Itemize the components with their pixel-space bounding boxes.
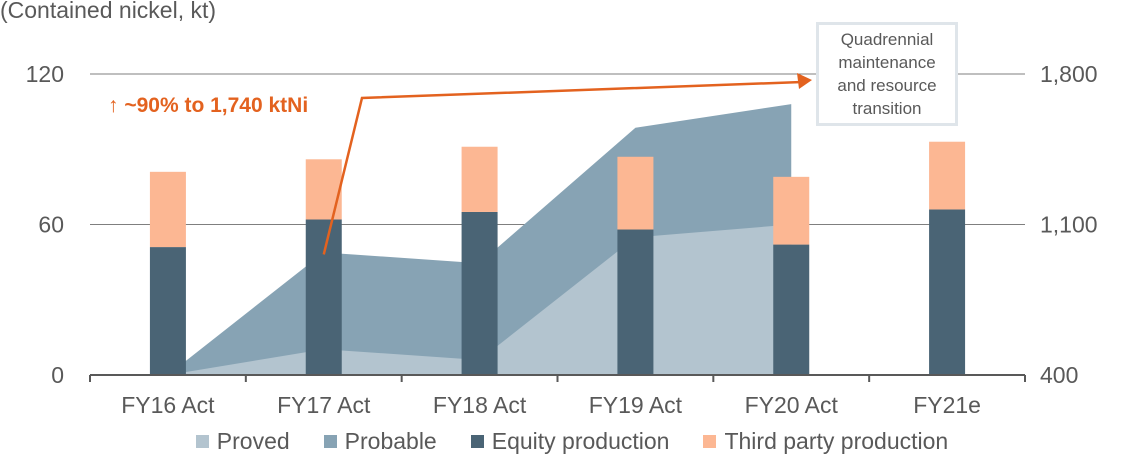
equity-bar — [617, 229, 654, 375]
legend-label: Equity production — [491, 427, 670, 454]
x-tick-label: FY20 Act — [745, 392, 839, 418]
equity-bar — [929, 209, 966, 375]
equity-bar — [461, 211, 498, 375]
callout-text: Quadrennial maintenance and resource tra… — [837, 30, 937, 118]
x-tick-label: FY17 Act — [277, 392, 371, 418]
legend-item: Proved — [195, 427, 290, 455]
growth-arrow-line — [322, 80, 803, 255]
legend-item: Third party production — [703, 428, 948, 455]
left-tick-label: 120 — [26, 61, 64, 87]
equity-bar — [773, 244, 810, 375]
third-party-bar — [461, 146, 498, 212]
x-tick-label: FY19 Act — [589, 392, 683, 418]
third-party-bar — [305, 159, 342, 220]
growth-arrow — [322, 73, 812, 255]
nickel-chart: 0 400 60 1,100 120 1,800 FY16 Act FY17 Act FY18 … — [26, 61, 1098, 418]
right-tick-label: 400 — [1040, 362, 1078, 388]
right-tick-label: 1,800 — [1040, 61, 1098, 87]
legend-label: Third party production — [724, 427, 949, 454]
legend-item: Equity production — [470, 427, 670, 455]
legend-swatch — [703, 434, 717, 448]
bar-layer — [149, 141, 966, 375]
legend-label: Proved — [216, 427, 290, 454]
legend-swatch — [323, 434, 337, 448]
x-tick-label: FY21e — [913, 392, 981, 418]
legend-label: Probable — [344, 427, 437, 454]
maintenance-callout: Quadrennial maintenance and resource tra… — [816, 22, 958, 126]
right-tick-label: 1,100 — [1040, 212, 1098, 238]
left-tick-label: 0 — [51, 362, 64, 388]
equity-bar — [149, 247, 186, 375]
chart-subtitle: (Contained nickel, kt) — [0, 0, 217, 23]
third-party-bar — [773, 176, 810, 245]
legend-item: Probable — [323, 427, 437, 455]
equity-bar — [305, 219, 342, 375]
third-party-bar — [929, 141, 966, 210]
legend-swatch — [470, 434, 484, 448]
chart-legend: Proved Probable Equity production Third par… — [0, 426, 1144, 456]
x-tick-label: FY18 Act — [433, 392, 527, 418]
x-tick-label: FY16 Act — [121, 392, 215, 418]
growth-annotation: ↑ ~90% to 1,740 ktNi — [106, 94, 311, 118]
axis-layer: 0 400 60 1,100 120 1,800 FY16 Act FY17 Act FY18 … — [26, 61, 1098, 418]
left-tick-label: 60 — [38, 212, 64, 238]
third-party-bar — [149, 171, 186, 248]
growth-arrow-head — [797, 73, 812, 89]
third-party-bar — [617, 156, 654, 230]
legend-swatch — [195, 434, 209, 448]
